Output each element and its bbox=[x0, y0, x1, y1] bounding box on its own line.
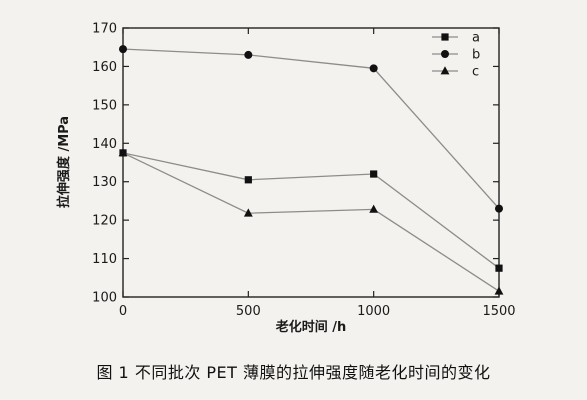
x-tick-label: 1500 bbox=[482, 304, 515, 319]
series-a-point bbox=[244, 176, 252, 184]
series-a-line bbox=[122, 152, 500, 269]
y-tick-label: 160 bbox=[92, 60, 117, 75]
y-tick-label: 150 bbox=[92, 98, 117, 113]
legend-marker bbox=[441, 50, 449, 58]
legend-item-c: c bbox=[432, 65, 479, 80]
series-layer bbox=[118, 45, 504, 295]
series-b-point bbox=[495, 204, 503, 213]
y-tick-label: 120 bbox=[92, 214, 117, 229]
series-c-point bbox=[494, 286, 504, 295]
legend-marker bbox=[440, 66, 450, 75]
y-tick-label: 100 bbox=[92, 291, 117, 306]
series-c-line bbox=[122, 152, 500, 292]
series-a bbox=[119, 149, 503, 272]
y-axis-ticks: 100 110 120 130 140 150 160 170 bbox=[92, 22, 499, 306]
series-c-point bbox=[118, 148, 128, 157]
x-tick-label: 1000 bbox=[357, 304, 390, 319]
legend-label: c bbox=[472, 65, 479, 80]
series-b-point bbox=[369, 64, 378, 73]
y-tick-label: 110 bbox=[92, 252, 117, 267]
series-b-point bbox=[244, 50, 253, 59]
series-b-point bbox=[119, 45, 127, 54]
x-axis-ticks: 0 500 1000 1500 bbox=[119, 28, 516, 319]
series-a-point bbox=[495, 264, 503, 272]
series-a-point bbox=[370, 170, 378, 178]
legend-item-a: a bbox=[432, 31, 480, 46]
legend-item-b: b bbox=[432, 48, 480, 63]
series-c-point bbox=[369, 204, 379, 213]
series-c-point bbox=[243, 208, 253, 217]
x-tick-label: 0 bbox=[119, 304, 127, 319]
series-b-line bbox=[122, 48, 500, 210]
y-axis-label: 拉伸强度 /MPa bbox=[56, 116, 72, 208]
legend-label: a bbox=[472, 31, 480, 46]
series-c bbox=[118, 148, 504, 295]
legend-label: b bbox=[472, 48, 480, 63]
y-tick-label: 130 bbox=[92, 175, 117, 190]
figure-caption: 图 1 不同批次 PET 薄膜的拉伸强度随老化时间的变化 bbox=[96, 363, 491, 382]
y-tick-label: 140 bbox=[92, 137, 117, 152]
legend: abc bbox=[432, 31, 480, 80]
x-axis-label: 老化时间 /h bbox=[275, 319, 347, 335]
x-tick-label: 500 bbox=[236, 304, 261, 319]
y-tick-label: 170 bbox=[92, 22, 117, 37]
legend-marker bbox=[441, 33, 449, 41]
plot-frame bbox=[122, 27, 500, 298]
series-b bbox=[119, 45, 503, 213]
